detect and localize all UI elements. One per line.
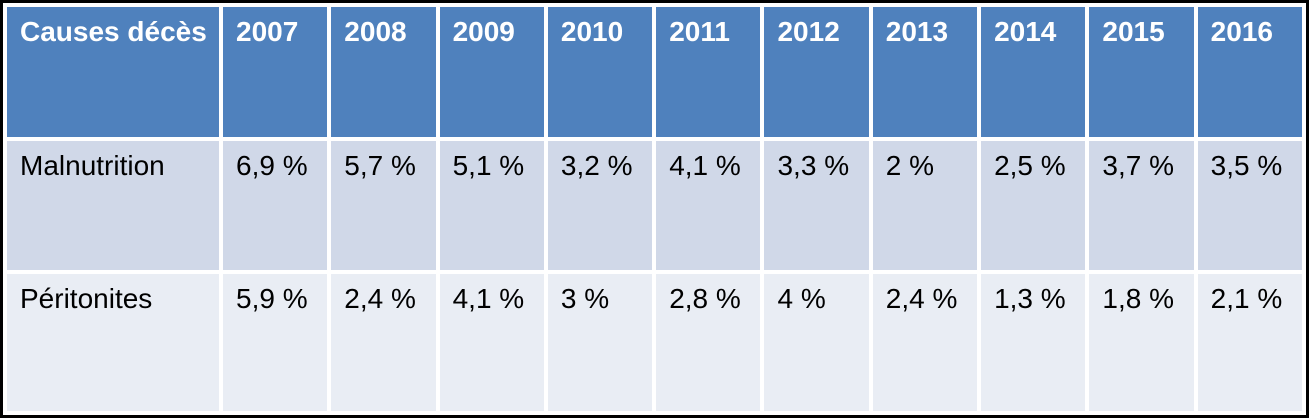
column-header-year: 2016 [1197,7,1302,137]
value-cell: 2,8 % [656,273,761,411]
value-cell: 3,7 % [1089,141,1194,270]
column-header-year: 2007 [223,7,328,137]
value-cell: 4,1 % [656,141,761,270]
column-header-year: 2012 [764,7,869,137]
column-header-year: 2014 [981,7,1086,137]
column-header-year: 2015 [1089,7,1194,137]
column-header-year: 2013 [872,7,978,137]
row-label: Malnutrition [7,141,219,270]
value-cell: 6,9 % [223,141,328,270]
column-header-year: 2010 [547,7,653,137]
column-header-causes-deces: Causes décès [7,7,219,137]
value-cell: 1,8 % [1089,273,1194,411]
value-cell: 2,5 % [981,141,1086,270]
value-cell: 3,2 % [547,141,653,270]
value-cell: 3,5 % [1197,141,1302,270]
value-cell: 5,9 % [223,273,328,411]
value-cell: 2,4 % [331,273,436,411]
value-cell: 5,1 % [439,141,544,270]
table-header-row: Causes décès 2007 2008 2009 2010 2011 20… [7,7,1302,137]
value-cell: 3 % [547,273,653,411]
causes-deces-table: Causes décès 2007 2008 2009 2010 2011 20… [3,3,1306,415]
value-cell: 2 % [872,141,978,270]
table-row-malnutrition: Malnutrition 6,9 % 5,7 % 5,1 % 3,2 % 4,1… [7,141,1302,270]
column-header-year: 2011 [656,7,761,137]
value-cell: 3,3 % [764,141,869,270]
value-cell: 2,4 % [872,273,978,411]
value-cell: 5,7 % [331,141,436,270]
value-cell: 1,3 % [981,273,1086,411]
value-cell: 4,1 % [439,273,544,411]
column-header-year: 2008 [331,7,436,137]
value-cell: 4 % [764,273,869,411]
table-row-peritonites: Péritonites 5,9 % 2,4 % 4,1 % 3 % 2,8 % … [7,273,1302,411]
value-cell: 2,1 % [1197,273,1302,411]
row-label: Péritonites [7,273,219,411]
column-header-year: 2009 [439,7,544,137]
